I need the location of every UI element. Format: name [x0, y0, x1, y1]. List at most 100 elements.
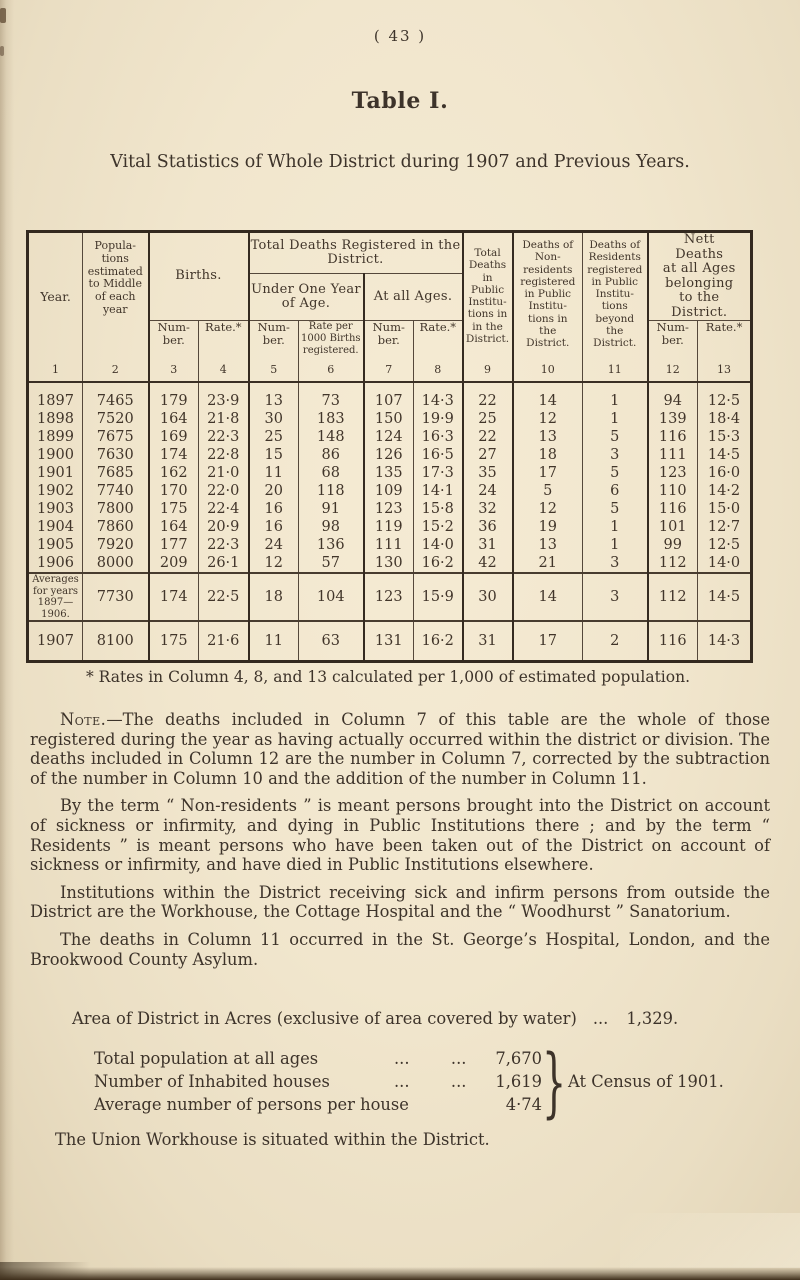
- table-cell: 101: [646, 518, 698, 536]
- page-number: ( 43 ): [373, 27, 427, 45]
- table-cell: 1899: [37, 429, 74, 445]
- institutions-paragraph: Institutions within the District receivi…: [30, 882, 770, 922]
- table-cell: 14·0: [697, 554, 752, 573]
- table-cell: 23·9: [198, 382, 249, 410]
- header-year: Year. 1: [27, 231, 83, 383]
- table-cell: 5: [582, 464, 648, 482]
- table-cell: 148: [298, 428, 364, 446]
- area-leaders: ...: [592, 1009, 609, 1029]
- table-cell: 174: [147, 446, 199, 464]
- table-cell: 1905: [37, 537, 74, 553]
- table-cell: 14·5: [697, 572, 752, 621]
- column-number: 7: [385, 363, 393, 376]
- table-cell: 1907: [27, 620, 83, 662]
- table-cell: 57: [298, 554, 364, 573]
- column-number: 5: [270, 363, 278, 376]
- table-cell: 31: [461, 620, 513, 662]
- table-cell: 112: [646, 572, 698, 621]
- header-deaths-residents-beyond: Deaths of Residents registered in Public…: [582, 231, 648, 383]
- table-cell: 6: [582, 482, 648, 500]
- table-cell: 7520: [82, 410, 149, 428]
- year-data-row: 1904 7860 164 20·9 16 98 119 15·2 36 19 …: [28, 518, 752, 536]
- header-deaths-public-institutions: Total Deaths in Public Institu- tions in…: [461, 231, 513, 383]
- column-number: 2: [111, 363, 119, 376]
- note-paragraph: Note.—The deaths included in Column 7 of…: [30, 710, 770, 788]
- column-number: 3: [170, 363, 178, 376]
- header-all-ages-rate: Rate.* 8: [412, 320, 463, 383]
- vital-statistics-table: Year. 1 Popula- tions estimated to Middl…: [26, 230, 754, 663]
- year-data-row: 1903 7800 175 22·4 16 91 123 15·8 32 12 …: [28, 500, 752, 518]
- table-cell: 1897: [37, 393, 74, 409]
- table-cell: 24: [461, 482, 513, 500]
- body-text: Note.—The deaths included in Column 7 of…: [30, 710, 770, 1157]
- column-number: 4: [219, 363, 227, 376]
- table-cell: 15·8: [412, 500, 463, 518]
- table-cell: 68: [298, 464, 364, 482]
- averages-label: Averages for years 1897—1906.: [27, 572, 83, 621]
- table-cell: 14: [511, 572, 583, 621]
- table-cell: 1900: [37, 447, 74, 463]
- year-data-row: 1900 7630 174 22·8 15 86 126 16·5 27 18 …: [28, 446, 752, 464]
- table-cell: 177: [147, 536, 199, 554]
- table-cell: 26·1: [198, 554, 249, 573]
- note-lead: Note.: [60, 710, 107, 729]
- table-cell: 7685: [82, 464, 149, 482]
- table-cell: 7730: [82, 572, 149, 621]
- area-line: Area of District in Acres (exclusive of …: [30, 1009, 770, 1029]
- scan-artifact: [0, 46, 4, 56]
- table-cell: 7800: [82, 500, 149, 518]
- header-births-rate: Rate.* 4: [198, 320, 249, 383]
- table-cell: 14·1: [412, 482, 463, 500]
- table-cell: 15·0: [697, 500, 752, 518]
- table-cell: 30: [461, 572, 513, 621]
- curly-brace: }: [542, 1036, 567, 1126]
- table-cell: 13: [511, 428, 583, 446]
- column-number: 13: [717, 363, 732, 376]
- page-edge-left-shading: [0, 0, 14, 1280]
- table-cell: 22·4: [198, 500, 249, 518]
- table-cell: 164: [147, 410, 199, 428]
- table-cell: 7740: [82, 482, 149, 500]
- vital-statistics-table-wrap: Year. 1 Popula- tions estimated to Middl…: [26, 230, 754, 663]
- table-cell: 12·7: [697, 518, 752, 536]
- table-cell: 11: [247, 620, 299, 662]
- table-cell: 104: [298, 572, 364, 621]
- header-births-group: Births.: [147, 231, 249, 321]
- header-total-deaths-group: Total Deaths Registered in the District.: [247, 231, 463, 274]
- table-cell: 135: [362, 464, 414, 482]
- page-corner-highlight: [620, 1213, 800, 1268]
- scan-artifact: [0, 8, 6, 23]
- table-cell: 7860: [82, 518, 149, 536]
- header-under-one-number: Num- ber. 5: [247, 320, 299, 383]
- table-cell: 94: [646, 382, 698, 410]
- census-row-persons-per-house: Average number of persons per house 4·74: [94, 1094, 542, 1114]
- header-all-ages-number: Num- ber. 7: [362, 320, 414, 383]
- row-1907: 1907 8100 175 21·6 11 63 131 16·2 31 17 …: [27, 620, 752, 662]
- year-data-row: 1906 8000 209 26·1 12 57 130 16·2 42 21 …: [28, 554, 752, 573]
- table-cell: 21: [511, 554, 583, 573]
- table-cell: 24: [247, 536, 299, 554]
- table-cell: 8100: [82, 620, 149, 662]
- table-cell: 139: [646, 410, 698, 428]
- table-cell: 15·3: [697, 428, 752, 446]
- table-cell: 3: [582, 572, 648, 621]
- table-cell: 16: [247, 518, 299, 536]
- table-cell: 14·0: [412, 536, 463, 554]
- table-cell: 183: [298, 410, 364, 428]
- table-cell: 1903: [37, 501, 74, 517]
- table-cell: 63: [298, 620, 364, 662]
- table-cell: 27: [461, 446, 513, 464]
- table-cell: 131: [362, 620, 414, 662]
- table-cell: 5: [582, 500, 648, 518]
- table-cell: 116: [646, 500, 698, 518]
- table-cell: 7920: [82, 536, 149, 554]
- table-cell: 16·5: [412, 446, 463, 464]
- table-cell: 12·5: [697, 382, 752, 410]
- table-cell: 170: [147, 482, 199, 500]
- column-number: 12: [665, 363, 680, 376]
- table-cell: 18: [247, 572, 299, 621]
- table-cell: 12: [511, 410, 583, 428]
- header-under-one-year: Under One Year of Age.: [247, 273, 364, 321]
- census-caption: At Census of 1901.: [568, 1071, 724, 1091]
